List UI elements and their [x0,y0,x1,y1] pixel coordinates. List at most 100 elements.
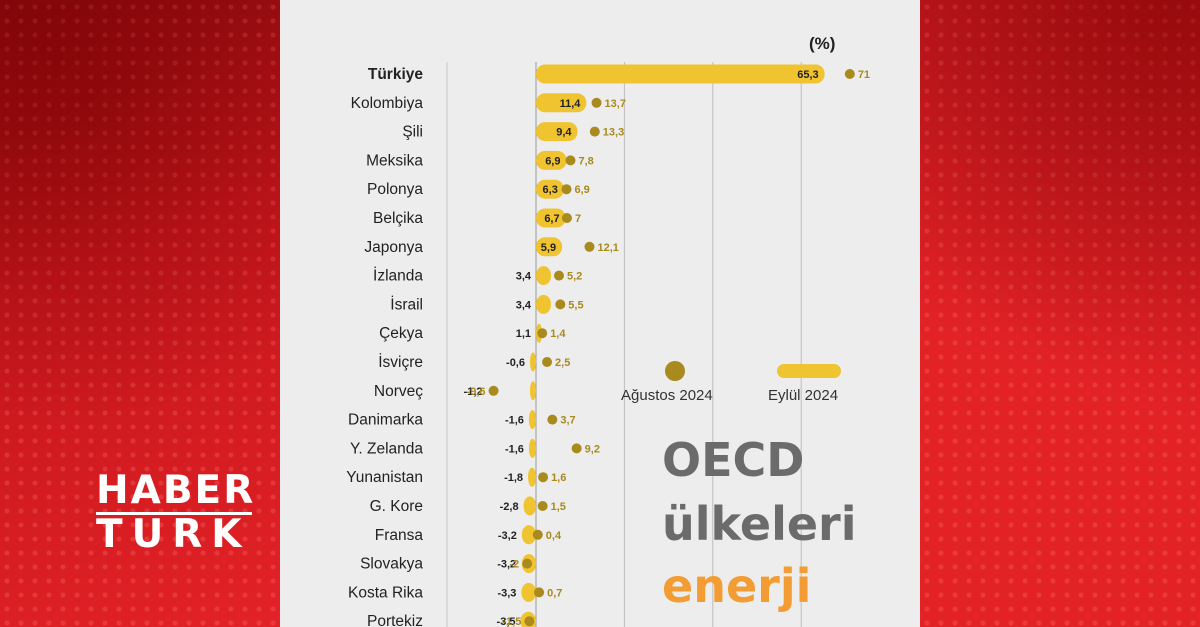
category-label: İsrail [390,295,423,313]
logo-line-2: TURK [96,512,251,557]
bar-value-label: 65,3 [797,69,818,81]
dot-marker [524,616,535,627]
bar-value-label: -1,6 [505,443,524,455]
legend-bar-swatch [777,364,841,378]
unit-label: (%) [809,34,836,53]
dot-marker [571,443,582,454]
headline-line-2: ülkeleri [662,497,857,551]
dot-value-label: 7 [575,213,581,225]
bar-value-label: -2,8 [500,501,519,513]
bar [530,352,536,372]
legend-dot-label: Ağustos 2024 [621,387,713,404]
dot-value-label: 7,8 [578,155,593,167]
dot-marker [844,69,855,79]
dot-value-label: -1,5 [502,616,521,627]
bar [536,237,563,257]
dot-value-label: 9,2 [585,443,600,455]
dot-marker [561,213,572,223]
bar-value-label: -3,2 [498,530,517,542]
haberturk-logo[interactable]: HABER TURK [96,468,256,557]
dot-value-label: 12,1 [597,242,618,254]
category-label: Kosta Rika [348,584,423,601]
legend-dot-swatch [665,361,685,381]
bar [521,582,536,602]
category-label: Y. Zelanda [350,440,423,457]
category-label: Fransa [375,527,424,544]
bar-value-label: 11,4 [560,98,582,110]
bar-value-label: 6,7 [544,213,559,225]
bar-value-label: 5,9 [541,242,556,254]
category-label: Norveç [374,383,423,400]
category-label: Türkiye [368,66,424,83]
category-label: Çekya [379,325,423,342]
dot-value-label: 2,5 [555,357,570,369]
category-label: Yunanistan [346,469,423,486]
category-label: Kolombiya [351,95,424,112]
bar-value-label: 9,4 [556,127,572,139]
bar-value-label: -3,3 [497,587,516,599]
dot-marker [542,357,553,367]
bar-value-label: 6,9 [545,155,560,167]
legend-bar-label: Eylül 2024 [768,387,839,404]
bar [521,525,536,545]
logo-line-1: HABER [96,468,256,515]
dot-value-label: 5,2 [567,271,582,283]
category-label: Japonya [364,239,423,256]
category-label: Belçika [373,210,423,227]
bar [523,496,536,516]
dot-value-label: 1,5 [551,501,566,513]
dot-marker [488,385,499,396]
dot-value-label: 3,7 [560,415,575,427]
category-label: İsviçre [378,353,423,371]
bar [536,150,567,170]
chart-panel: Türkiye 65,3 71 Kolombiya 11,4 13,7 Şili 9,4 13,… [280,0,920,627]
dot-value-label: 13,7 [605,98,626,110]
bar [530,381,536,401]
dot-marker [591,97,602,108]
bar-value-label: 3,4 [516,299,532,311]
bar-value-label: 6,3 [543,184,558,196]
dot-marker [534,587,545,598]
bar-value-label: 3,4 [516,271,532,283]
dot-value-label: 13,3 [603,127,624,139]
bar [536,208,566,228]
dot-value-label: 6,9 [574,184,589,196]
headline-line-3: enerji [662,559,812,613]
dot-value-label: 1,4 [550,328,566,340]
bar [536,64,825,84]
category-label: Slovakya [360,556,423,573]
dot-value-label: 0,7 [547,587,562,599]
bar [528,438,536,458]
bar-value-label: -0,6 [506,357,525,369]
bar [536,179,564,199]
dot-value-label: 1,6 [551,472,566,484]
headline-line-1: OECD [662,433,805,487]
dot-marker [532,529,543,540]
bar-value-label: -3,5 [497,616,516,627]
dot-marker [522,558,533,569]
dot-marker [537,501,548,511]
bar-value-label: -1,6 [505,415,524,427]
dot-value-label: 71 [858,69,870,81]
background-right [920,0,1200,627]
category-label: Şili [402,124,423,141]
bar [536,93,587,113]
category-label: İzlanda [373,267,423,285]
bar-value-label: -1,2 [464,386,483,398]
background-left [0,0,280,627]
dot-marker [584,241,595,252]
dot-value-label: 5,5 [568,299,583,311]
category-label: G. Kore [370,498,423,515]
dot-marker [561,184,572,195]
dot-marker [565,155,576,166]
dot-marker [547,414,558,425]
dot-value-label: -2 [509,559,519,571]
dot-marker [555,299,566,310]
category-label: Polonya [367,181,423,198]
dot-value-label: 0,4 [546,530,562,542]
bar [536,122,578,142]
category-label: Meksika [366,152,423,169]
dot-marker [589,126,600,137]
bar [536,266,552,286]
bar-value-label: -3,2 [497,559,516,571]
